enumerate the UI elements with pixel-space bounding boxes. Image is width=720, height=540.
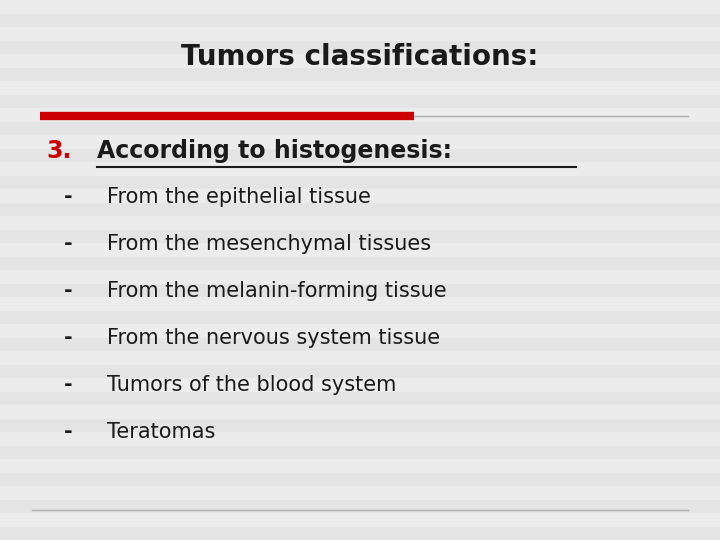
Text: -: - xyxy=(64,375,73,395)
Bar xyxy=(0,351,720,364)
Text: -: - xyxy=(64,328,73,348)
Bar xyxy=(0,432,720,445)
Text: -: - xyxy=(64,422,73,442)
Bar xyxy=(0,486,720,500)
Text: Tumors of the blood system: Tumors of the blood system xyxy=(107,375,396,395)
Bar xyxy=(0,338,720,351)
Text: From the nervous system tissue: From the nervous system tissue xyxy=(107,328,440,348)
Bar xyxy=(0,216,720,229)
Bar xyxy=(0,472,720,486)
Bar xyxy=(0,68,720,81)
Bar xyxy=(0,162,720,176)
Text: From the mesenchymal tissues: From the mesenchymal tissues xyxy=(107,234,431,254)
Text: From the epithelial tissue: From the epithelial tissue xyxy=(107,187,370,207)
Bar xyxy=(0,364,720,378)
Bar xyxy=(0,0,720,14)
Bar xyxy=(0,94,720,108)
Bar xyxy=(0,310,720,324)
Bar xyxy=(0,230,720,243)
Bar xyxy=(0,446,720,459)
Text: -: - xyxy=(64,234,73,254)
Bar xyxy=(0,81,720,94)
Text: -: - xyxy=(64,281,73,301)
Bar xyxy=(0,27,720,40)
Bar xyxy=(0,176,720,189)
Bar xyxy=(0,378,720,392)
Bar xyxy=(0,108,720,122)
Bar xyxy=(0,243,720,256)
Bar xyxy=(0,284,720,297)
Bar xyxy=(0,418,720,432)
Bar xyxy=(0,14,720,27)
Bar xyxy=(0,270,720,284)
Text: Tumors classifications:: Tumors classifications: xyxy=(181,43,539,71)
Bar xyxy=(0,324,720,338)
Bar xyxy=(0,189,720,202)
Bar xyxy=(0,459,720,472)
Bar xyxy=(0,256,720,270)
Bar xyxy=(0,526,720,540)
Bar xyxy=(0,135,720,148)
Bar xyxy=(0,54,720,68)
Bar xyxy=(0,148,720,162)
Bar xyxy=(0,202,720,216)
Bar xyxy=(0,500,720,513)
Text: -: - xyxy=(64,187,73,207)
Bar xyxy=(0,405,720,418)
Text: From the melanin-forming tissue: From the melanin-forming tissue xyxy=(107,281,446,301)
Bar xyxy=(0,40,720,54)
Bar xyxy=(0,122,720,135)
Text: 3.: 3. xyxy=(47,139,72,163)
Text: Teratomas: Teratomas xyxy=(107,422,215,442)
Text: According to histogenesis:: According to histogenesis: xyxy=(97,139,452,163)
Bar xyxy=(0,392,720,405)
Bar xyxy=(0,513,720,526)
Bar xyxy=(0,297,720,310)
